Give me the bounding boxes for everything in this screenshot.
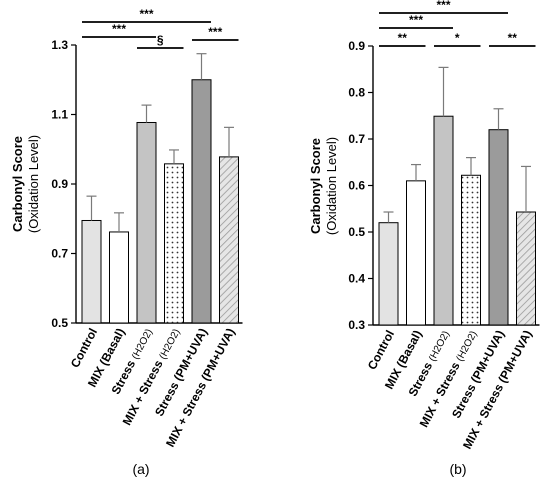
bar <box>191 79 212 324</box>
bar <box>378 222 399 326</box>
x-category-sublabel: (H2O2) <box>130 327 155 361</box>
y-axis-subtitle: (Oxidation Level) <box>324 137 339 235</box>
panel-label: (b) <box>449 461 466 477</box>
x-category-sublabel: (H2O2) <box>158 327 183 361</box>
y-tick-label: 1.1 <box>51 108 68 122</box>
y-axis-title: Carbonyl Score <box>308 138 323 234</box>
bar <box>164 163 184 324</box>
bar <box>516 211 536 326</box>
significance-label: *** <box>112 22 126 36</box>
bar <box>136 121 157 324</box>
bar <box>488 129 509 326</box>
significance-label: *** <box>436 0 450 12</box>
y-tick-label: 0.9 <box>51 177 68 191</box>
y-tick-label: 0.7 <box>51 247 68 261</box>
y-tick-label: 0.3 <box>348 318 365 332</box>
bar <box>461 174 481 326</box>
chart-panel-a: 0.5 0.7 0.9 1.1 1.3 Carbonyl Score (Oxidation … <box>10 7 243 477</box>
y-tick-label: 0.8 <box>348 86 365 100</box>
x-category-sublabel: (H2O2) <box>427 329 452 363</box>
significance-label: ** <box>398 31 408 45</box>
y-tick-label: 0.7 <box>348 132 365 146</box>
y-tick-label: 1.3 <box>51 38 68 52</box>
significance-label: § <box>157 33 164 47</box>
y-tick-label: 0.6 <box>348 179 365 193</box>
y-tick-label: 0.5 <box>348 225 365 239</box>
y-tick-label: 0.5 <box>51 316 68 330</box>
bar <box>433 115 454 326</box>
y-tick-label: 0.4 <box>348 272 365 286</box>
significance-label: * <box>455 31 460 45</box>
bar <box>406 180 426 326</box>
bar <box>219 156 239 324</box>
y-axis-subtitle: (Oxidation Level) <box>26 135 41 233</box>
y-tick-label: 0.9 <box>348 39 365 53</box>
significance-label: *** <box>409 13 423 27</box>
significance-label: *** <box>208 25 222 39</box>
x-category-sublabel: (H2O2) <box>455 329 480 363</box>
panel-label: (a) <box>132 461 149 477</box>
significance-label: ** <box>508 31 518 45</box>
chart-panel-b: 0.3 0.4 0.5 0.6 0.7 0.8 0.9 Carbonyl Score (Oxid… <box>308 0 540 477</box>
bar <box>109 231 129 324</box>
y-axis-title: Carbonyl Score <box>10 136 25 232</box>
significance-label: *** <box>139 7 153 21</box>
bar <box>81 219 102 324</box>
